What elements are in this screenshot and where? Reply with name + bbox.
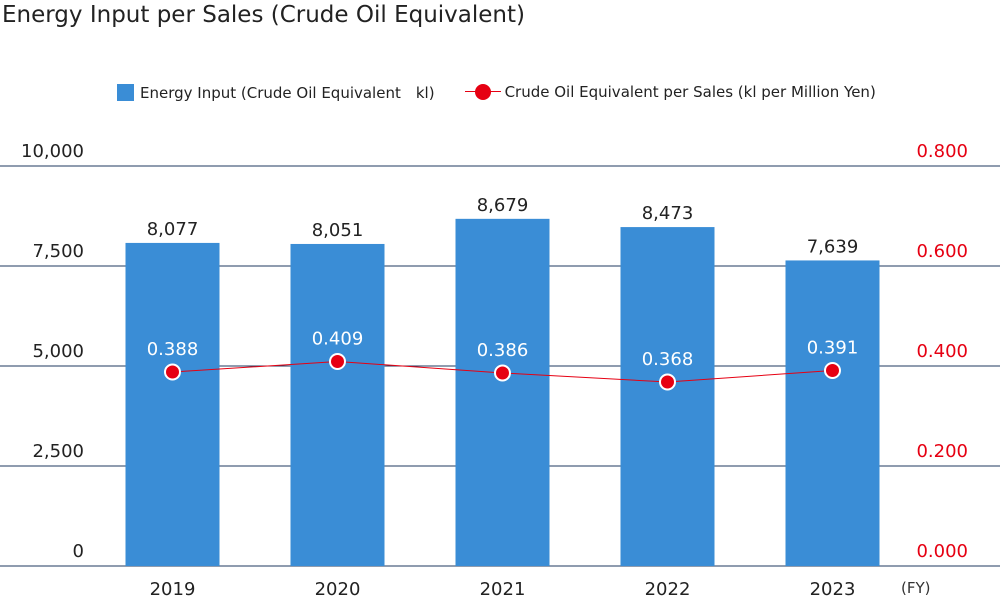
- y-left-tick-label: 0: [73, 541, 84, 562]
- x-tick-label: 2021: [480, 579, 526, 600]
- point-value-label: 0.391: [807, 338, 859, 359]
- x-tick-label: 2020: [315, 579, 361, 600]
- series-point: [329, 353, 346, 370]
- y-right-tick-label: 0.800: [916, 141, 968, 162]
- y-left-tick-label: 10,000: [21, 141, 84, 162]
- bar: [620, 227, 715, 566]
- bar: [125, 242, 220, 567]
- bar: [455, 218, 550, 566]
- bar-value-label: 8,051: [312, 220, 364, 241]
- y-left-tick-label: 2,500: [32, 441, 84, 462]
- y-right-tick-label: 0.600: [916, 241, 968, 262]
- bar-value-label: 8,679: [477, 195, 529, 216]
- x-tick-label: 2022: [645, 579, 691, 600]
- x-unit-label: (FY): [901, 579, 931, 597]
- x-tick-label: 2023: [810, 579, 856, 600]
- bar: [785, 260, 880, 566]
- legend-line-marker: [464, 81, 501, 103]
- series-point: [824, 362, 841, 379]
- point-value-label: 0.386: [477, 340, 529, 361]
- y-right-tick-label: 0.000: [916, 541, 968, 562]
- point-value-label: 0.388: [147, 339, 199, 360]
- x-tick-label: 2019: [150, 579, 196, 600]
- y-right-tick-label: 0.200: [916, 441, 968, 462]
- legend: Energy Input (Crude Oil Equivalent kl) C…: [117, 81, 876, 103]
- legend-bar-swatch: [117, 83, 134, 101]
- point-value-label: 0.409: [312, 329, 364, 350]
- series-point: [164, 363, 181, 381]
- bar-value-label: 8,473: [642, 203, 694, 224]
- y-left-tick-label: 5,000: [32, 341, 84, 362]
- chart-title: Energy Input per Sales (Crude Oil Equiva…: [2, 2, 525, 28]
- series-point: [659, 373, 676, 391]
- y-right-tick-label: 0.400: [916, 341, 968, 362]
- legend-bar-label: Energy Input (Crude Oil Equivalent kl): [140, 83, 435, 102]
- series-point: [494, 364, 511, 382]
- bar-value-label: 7,639: [807, 236, 859, 257]
- bar-value-label: 8,077: [147, 219, 199, 240]
- y-left-tick-label: 7,500: [32, 241, 84, 262]
- bar: [290, 243, 385, 566]
- point-value-label: 0.368: [642, 349, 694, 370]
- legend-line-label: Crude Oil Equivalent per Sales (kl per M…: [504, 83, 876, 101]
